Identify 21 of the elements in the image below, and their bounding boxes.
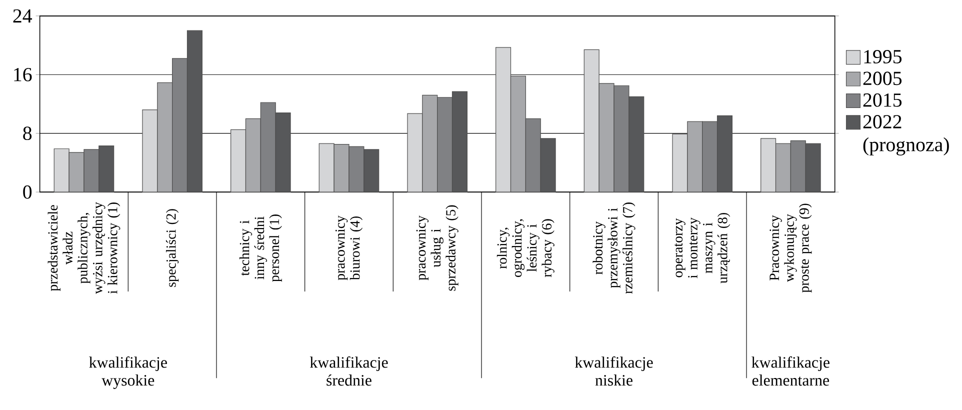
x-tick-label: rolnicy, ogrodnicy, leśnicy i rybacy (6) bbox=[496, 219, 554, 278]
legend-label: 2005 bbox=[863, 72, 902, 86]
text: kwalifikacje wysokie bbox=[89, 356, 167, 389]
legend-label: 2022 (prognoza) bbox=[863, 115, 949, 156]
text: kwalifikacje elementarne bbox=[752, 356, 830, 386]
y-tick-label: 24 bbox=[13, 9, 32, 23]
y-tick-label: 16 bbox=[14, 68, 32, 82]
text: kwalifikacje niskie bbox=[574, 356, 653, 386]
x-tick-label: specjaliści (2) bbox=[166, 209, 179, 287]
x-tick-label: przedstawiciele władz publicznych, wyżsi urzędnicy i kierownicy (1) bbox=[48, 202, 120, 294]
x-tick-label: operatorzy i monterzy maszyn i urządzeń (8) bbox=[674, 213, 730, 284]
legend-label: 2015 bbox=[863, 93, 902, 107]
x-tick-label: Pracownicy wykonujący proste prace (9) bbox=[770, 204, 812, 293]
text: kwalifikacje średnie bbox=[310, 356, 388, 386]
x-tick-label: technicy i inny średni personel (1) bbox=[239, 214, 282, 282]
y-tick-label: 8 bbox=[23, 126, 32, 140]
x-tick-label: robotnicy przemysłowi i rzemieślnicy (7) bbox=[592, 202, 636, 294]
y-tick-label: 0 bbox=[23, 185, 32, 199]
legend-label: 1995 bbox=[864, 50, 902, 64]
x-tick-label: pracownicy biurowi (4) bbox=[335, 216, 363, 280]
x-tick-label: pracownicy usług i sprzedawcy (5) bbox=[416, 205, 458, 291]
